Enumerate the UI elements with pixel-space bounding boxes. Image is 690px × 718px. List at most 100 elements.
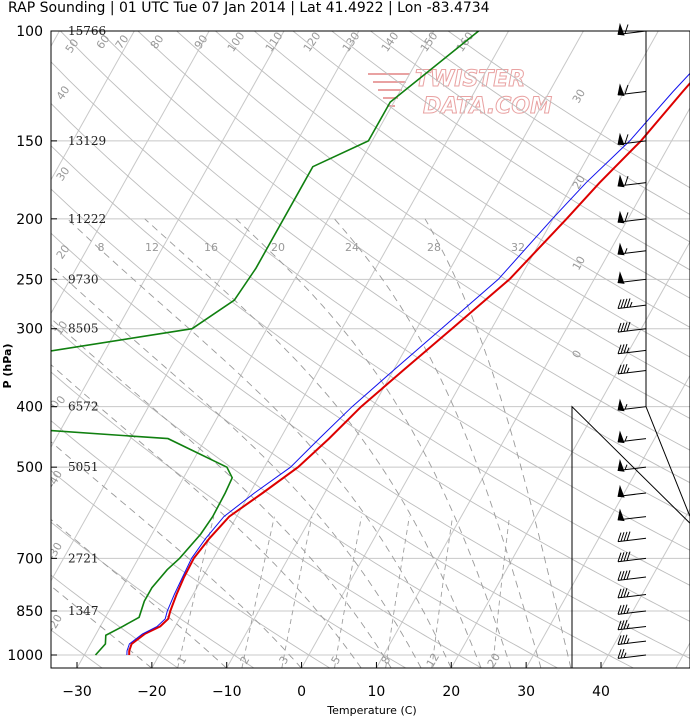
virtual_temperature-line bbox=[126, 72, 690, 656]
wind-barb bbox=[617, 648, 647, 659]
wind-barb bbox=[617, 604, 647, 615]
y-tick-label: 250 bbox=[16, 272, 43, 288]
x-axis-title: Temperature (C) bbox=[326, 704, 416, 717]
wind-barb-staff bbox=[617, 370, 647, 375]
isotherm-label: -20 bbox=[45, 612, 65, 634]
wind-barb-full bbox=[617, 364, 622, 375]
wind-barb-full bbox=[617, 344, 622, 354]
dry-adiabat-label: 140 bbox=[379, 30, 402, 55]
mixing-ratio-label: 12 bbox=[424, 651, 442, 670]
x-tick-label: −20 bbox=[137, 684, 167, 700]
dry-adiabat bbox=[176, 31, 690, 388]
x-tick-label: 20 bbox=[442, 684, 460, 700]
moist-adiabat-label: 28 bbox=[427, 241, 441, 254]
wind-barb bbox=[617, 363, 647, 375]
wind-barb-half bbox=[626, 347, 630, 353]
wind-barb bbox=[617, 321, 647, 333]
wind-barb-full bbox=[617, 299, 622, 309]
dry-adiabat bbox=[215, 31, 690, 358]
wind-barb-full bbox=[617, 532, 622, 542]
dry-adiabat bbox=[51, 521, 255, 668]
moist-adiabat-label: 12 bbox=[145, 241, 159, 254]
moist-adiabat-label: 20 bbox=[271, 241, 285, 254]
wind-barb-full bbox=[623, 588, 628, 598]
isotherm bbox=[51, 31, 210, 315]
isotherm bbox=[301, 31, 659, 668]
isotherm bbox=[375, 107, 690, 668]
wind-barb-full bbox=[626, 298, 631, 308]
wind-barb-full bbox=[623, 298, 628, 308]
mixing-ratio-line bbox=[177, 516, 215, 668]
isotherm bbox=[600, 508, 690, 668]
wind-barb-full bbox=[620, 620, 625, 630]
mixing-ratio-line bbox=[492, 516, 510, 668]
height-label: 8505 bbox=[68, 322, 99, 336]
wind-barb bbox=[617, 634, 647, 645]
wind-barb-staff bbox=[617, 594, 647, 599]
wind-barb bbox=[617, 570, 647, 581]
wind-barb bbox=[617, 343, 647, 355]
wind-barb-full bbox=[623, 322, 628, 332]
moist-adiabat bbox=[51, 518, 227, 668]
wind-barb-full bbox=[626, 531, 631, 541]
height-label: 2721 bbox=[68, 551, 99, 565]
dry-adiabat bbox=[98, 31, 690, 451]
wind-barb-full bbox=[617, 620, 622, 630]
dry-adiabat bbox=[51, 232, 690, 659]
dry-adiabat-label: 80 bbox=[148, 33, 167, 52]
wind-barb-full bbox=[626, 570, 631, 580]
isotherm bbox=[675, 641, 690, 668]
dry-adiabat-label: 20 bbox=[54, 243, 73, 262]
isotherm bbox=[76, 31, 435, 668]
dry-adiabat bbox=[51, 371, 483, 668]
mixing-ratio-label: 2 bbox=[238, 654, 253, 667]
wind-barb-full bbox=[620, 588, 625, 598]
reference-grid bbox=[51, 31, 690, 668]
wind-barb-half bbox=[626, 367, 630, 373]
wind-barb-full bbox=[617, 635, 622, 645]
wind-barb-pennant bbox=[617, 484, 625, 498]
watermark: TWISTER DATA.COM bbox=[368, 67, 553, 120]
wind-barb-staff bbox=[617, 304, 647, 310]
wind-barb-full bbox=[617, 605, 622, 615]
wind-barb-pennant bbox=[617, 430, 625, 444]
wind-barb-full bbox=[620, 604, 625, 615]
wind-barb-full bbox=[617, 588, 622, 599]
wind-barb-full bbox=[624, 24, 629, 34]
wind-barb-full bbox=[623, 634, 628, 644]
isotherm-label: 10 bbox=[570, 254, 588, 273]
wind-barb bbox=[617, 132, 647, 146]
wind-barb bbox=[617, 22, 647, 36]
height-label: 9730 bbox=[68, 272, 99, 286]
y-tick-label: 1000 bbox=[7, 648, 43, 664]
wind-barb-full bbox=[620, 648, 625, 659]
wind-barb-staff bbox=[617, 537, 647, 543]
dewpoint-line bbox=[51, 31, 480, 656]
wind-barb-pennant bbox=[617, 398, 625, 412]
height-label: 11222 bbox=[68, 212, 106, 226]
wind-barb-staff bbox=[617, 625, 647, 631]
profiles bbox=[51, 31, 690, 656]
wind-barb-pennant bbox=[617, 271, 625, 284]
mixing-ratio-line bbox=[334, 516, 362, 668]
wind-barb-full bbox=[624, 84, 629, 95]
chart-title: RAP Sounding | 01 UTC Tue 07 Jan 2014 | … bbox=[8, 0, 490, 16]
mixing-ratio-line bbox=[241, 516, 275, 668]
wind-barb-full bbox=[620, 344, 625, 354]
dry-adiabat-label: 150 bbox=[418, 30, 441, 55]
wind-barb bbox=[617, 484, 647, 498]
moist-adiabat bbox=[51, 585, 152, 668]
moist-adiabat-label: 32 bbox=[511, 241, 525, 254]
y-tick-label: 700 bbox=[16, 551, 43, 567]
dry-adiabat bbox=[254, 31, 690, 328]
wind-barb-staff bbox=[617, 557, 647, 563]
y-tick-label: 150 bbox=[16, 134, 43, 150]
wind-barb-full bbox=[620, 532, 625, 542]
wind-barb-full bbox=[620, 634, 625, 645]
dry-adiabat bbox=[60, 31, 690, 484]
isotherm-label: 20 bbox=[570, 173, 588, 192]
wind-barb-staff bbox=[617, 576, 647, 581]
dry-adiabat bbox=[409, 31, 690, 216]
